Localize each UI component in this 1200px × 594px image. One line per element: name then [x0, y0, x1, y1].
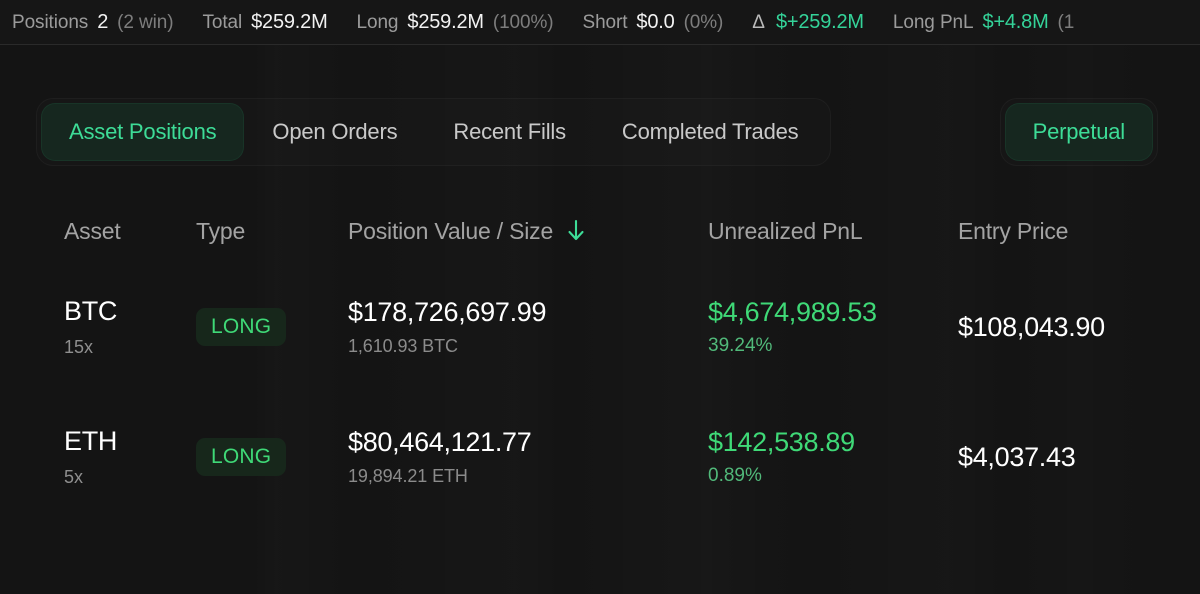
tab-open-orders[interactable]: Open Orders	[272, 119, 398, 144]
tab-perpetual[interactable]: Perpetual	[1004, 103, 1153, 161]
summary-value-positions: 2	[97, 10, 109, 33]
column-header-asset[interactable]: Asset	[64, 217, 121, 244]
column-header-position-value[interactable]: Position Value / Size	[348, 218, 708, 245]
summary-value-total: $259.2M	[251, 10, 328, 33]
cell-entry-price: $108,043.90	[958, 312, 1105, 343]
position-size: 1,610.93 BTC	[348, 335, 458, 356]
column-header-type[interactable]: Type	[196, 217, 246, 244]
cell-unrealized-pnl: $142,538.89 0.89%	[708, 427, 958, 487]
cell-position-value: $178,726,697.99 1,610.93 BTC	[348, 297, 708, 356]
summary-stat-positions: Positions 2 (2 win)	[12, 10, 174, 34]
tab-group-market-type: Perpetual	[1000, 98, 1158, 166]
summary-sub-positions: (2 win)	[117, 11, 174, 33]
summary-value-short: $0.0	[636, 10, 675, 33]
table-row[interactable]: ETH 5x LONG $80,464,121.77 19,894.21 ETH…	[0, 392, 1200, 522]
cell-type: LONG	[196, 308, 348, 346]
summary-label-long: Long	[356, 11, 399, 33]
position-side-badge: LONG	[196, 308, 287, 346]
summary-sub-long: (100%)	[492, 11, 554, 33]
tab-completed-trades[interactable]: Completed Trades	[621, 119, 799, 144]
asset-leverage: 5x	[64, 467, 84, 487]
unrealized-pnl-value: $4,674,989.53	[708, 296, 877, 327]
table-header-row: Asset Type Position Value / Size Unreali…	[0, 200, 1200, 262]
column-header-entry-price[interactable]: Entry Price	[958, 217, 1069, 244]
asset-symbol: BTC	[64, 296, 118, 326]
asset-leverage: 15x	[64, 337, 94, 357]
unrealized-pnl-value: $142,538.89	[708, 426, 855, 457]
summary-stat-long: Long $259.2M (100%)	[357, 11, 554, 34]
position-value: $80,464,121.77	[348, 427, 532, 458]
positions-table: Asset Type Position Value / Size Unreali…	[0, 200, 1200, 522]
summary-label-total: Total	[202, 11, 243, 33]
tab-recent-fills[interactable]: Recent Fills	[453, 119, 566, 144]
tab-group-primary: Asset Positions Open Orders Recent Fills…	[36, 98, 831, 166]
portfolio-summary-bar: Positions 2 (2 win) Total $259.2M Long $…	[0, 0, 1200, 45]
unrealized-pnl-percent: 0.89%	[708, 465, 762, 487]
column-header-position-value-label: Position Value / Size	[348, 217, 554, 244]
summary-stat-delta: Δ $+259.2M	[752, 11, 864, 34]
cell-entry-price: $4,037.43	[958, 441, 1076, 473]
summary-label-long-pnl: Long PnL	[892, 11, 974, 33]
summary-value-long-pnl: $+4.8M	[982, 10, 1049, 33]
table-row[interactable]: BTC 15x LONG $178,726,697.99 1,610.93 BT…	[0, 262, 1200, 392]
summary-stat-total: Total $259.2M	[202, 11, 327, 34]
summary-label-short: Short	[582, 11, 628, 33]
summary-sub-short: (0%)	[683, 11, 724, 33]
summary-stat-long-pnl: Long PnL $+4.8M (1	[893, 11, 1074, 34]
entry-price-value: $108,043.90	[958, 311, 1105, 342]
sort-descending-arrow-icon	[566, 219, 586, 243]
position-value: $178,726,697.99	[348, 297, 547, 328]
cell-type: LONG	[196, 438, 348, 476]
cell-asset: ETH 5x	[64, 426, 196, 488]
summary-stat-short: Short $0.0 (0%)	[583, 11, 724, 34]
unrealized-pnl-percent: 39.24%	[708, 335, 773, 357]
tab-bar: Asset Positions Open Orders Recent Fills…	[0, 95, 1200, 170]
position-size: 19,894.21 ETH	[348, 465, 468, 486]
summary-value-long: $259.2M	[407, 10, 484, 33]
entry-price-value: $4,037.43	[958, 441, 1076, 472]
position-side-badge: LONG	[196, 438, 287, 476]
summary-sub-long-pnl: (1	[1057, 11, 1075, 33]
tab-asset-positions[interactable]: Asset Positions	[41, 103, 245, 161]
cell-position-value: $80,464,121.77 19,894.21 ETH	[348, 427, 708, 486]
cell-unrealized-pnl: $4,674,989.53 39.24%	[708, 297, 958, 357]
delta-icon: Δ	[752, 11, 765, 33]
asset-symbol: ETH	[64, 426, 118, 456]
cell-asset: BTC 15x	[64, 296, 196, 358]
summary-value-delta: $+259.2M	[775, 10, 864, 33]
column-header-unrealized-pnl[interactable]: Unrealized PnL	[708, 217, 863, 244]
summary-label-positions: Positions	[12, 11, 89, 33]
